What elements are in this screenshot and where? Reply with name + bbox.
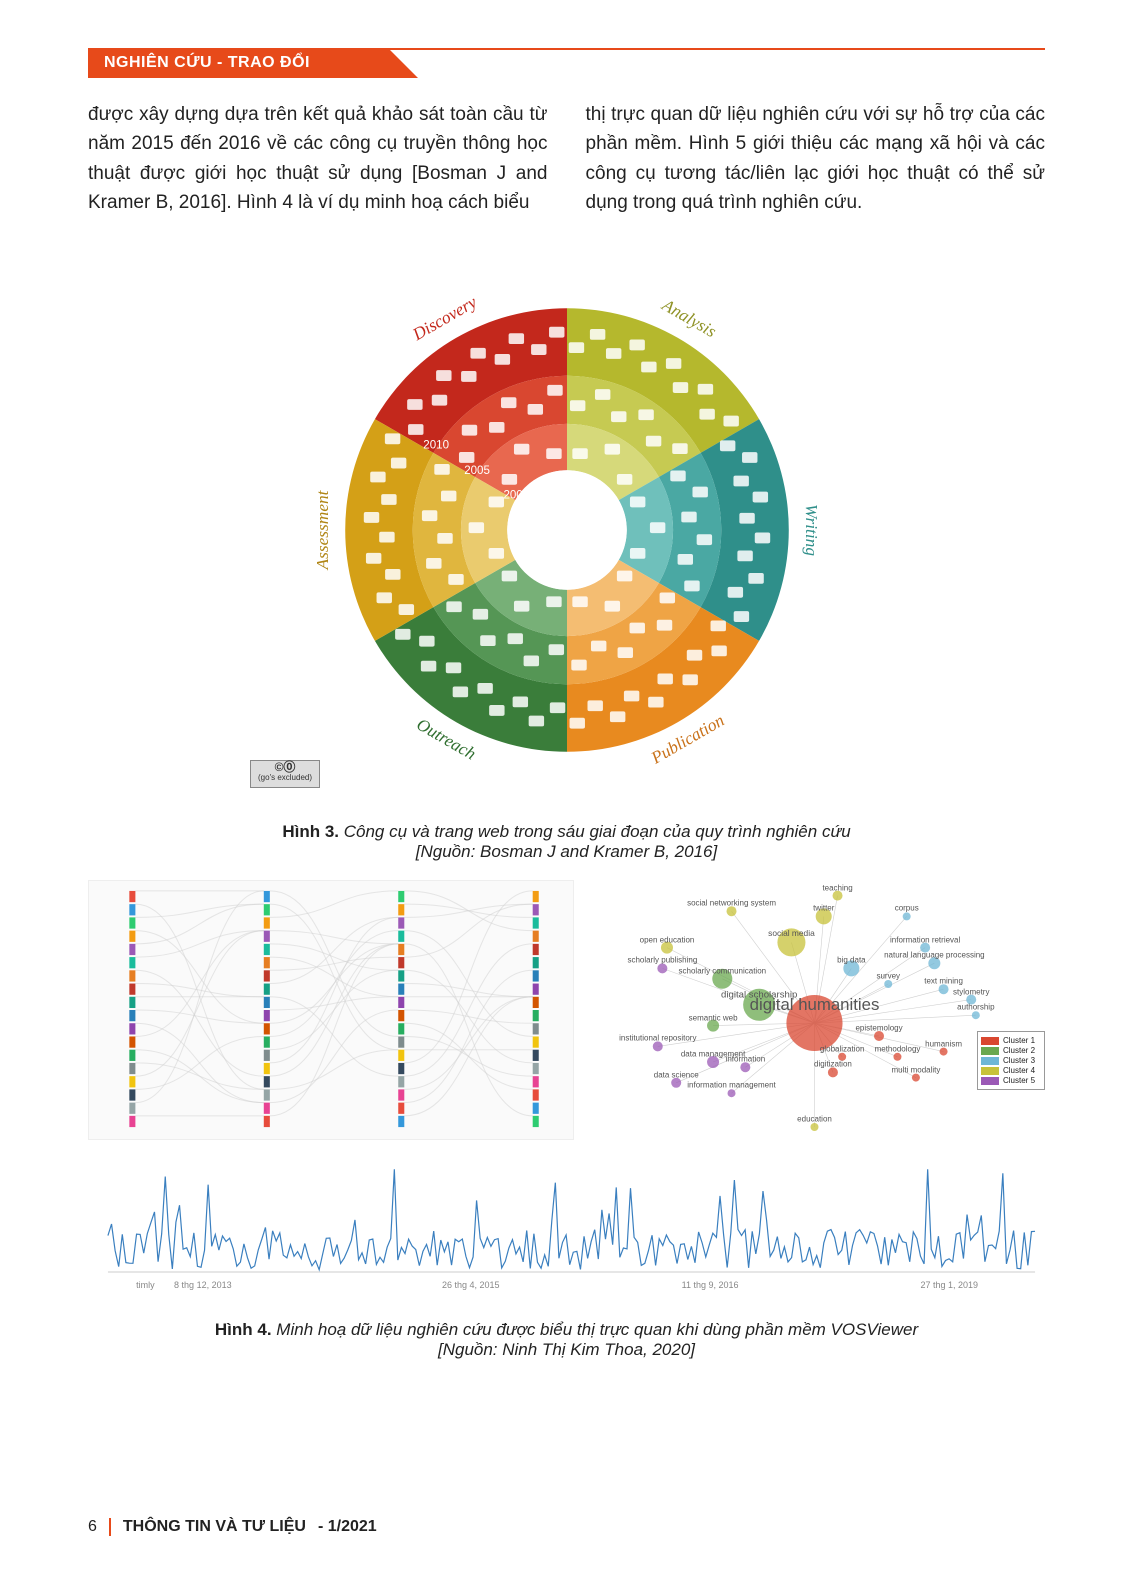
journal-issue: - 1/2021 <box>318 1518 377 1536</box>
network-node-label: globalization <box>820 1044 864 1053</box>
figure-3-source: [Nguồn: Bosman J and Kramer B, 2016] <box>416 842 717 861</box>
svg-text:2010: 2010 <box>423 439 449 451</box>
page-footer: 6 THÔNG TIN VÀ TƯ LIỆU - 1/2021 <box>88 1518 377 1536</box>
research-wheel-chart: DiscoveryAnalysisWritingPublicationOutre… <box>297 260 837 800</box>
network-node-label: twitter <box>813 904 834 913</box>
network-node-label: corpus <box>895 904 919 913</box>
page-number: 6 <box>88 1518 97 1536</box>
network-chart: digital humanitiesdigital scholarshipsoc… <box>584 880 1045 1140</box>
figure-4-source: [Nguồn: Ninh Thị Kim Thoa, 2020] <box>438 1340 695 1359</box>
network-node-label: data science <box>654 1070 699 1079</box>
svg-text:2000: 2000 <box>503 489 529 501</box>
paragraph-left: được xây dựng dựa trên kết quả khảo sát … <box>88 100 548 218</box>
alluvial-chart <box>88 880 574 1140</box>
network-node-label: open education <box>640 935 695 944</box>
svg-text:Writing: Writing <box>802 504 821 556</box>
network-node-label: information <box>726 1055 766 1064</box>
network-node-label: natural language processing <box>884 951 985 960</box>
network-node-label: institutional repository <box>619 1034 696 1043</box>
network-node-label: multi modality <box>891 1065 940 1074</box>
network-node-label: digital scholarship <box>721 989 797 1000</box>
figure-4-caption-text: Minh hoạ dữ liệu nghiên cứu được biểu th… <box>276 1320 918 1339</box>
ts-xtick-4: 27 thg 1, 2019 <box>921 1280 979 1290</box>
network-node-label: social media <box>768 928 815 938</box>
figure-4-label: Hình 4. <box>215 1320 272 1339</box>
network-node-label: teaching <box>822 883 852 892</box>
network-node-label: survey <box>876 971 900 980</box>
network-node-label: epistemology <box>855 1023 902 1032</box>
ts-handle: timly <box>136 1280 155 1290</box>
network-node-label: methodology <box>875 1044 921 1053</box>
figure-3-caption-text: Công cụ và trang web trong sáu giai đoạn… <box>344 822 851 841</box>
cc-badge: ©⓪ (go's excluded) <box>250 760 320 788</box>
footer-divider <box>109 1518 111 1536</box>
network-legend: Cluster 1Cluster 2Cluster 3Cluster 4Clus… <box>977 1031 1045 1090</box>
paragraph-right: thị trực quan dữ liệu nghiên cứu với sự … <box>586 100 1046 218</box>
ts-xtick-3: 11 thg 9, 2016 <box>682 1280 739 1290</box>
network-node-label: scholarly publishing <box>627 956 697 965</box>
network-node-label: semantic web <box>689 1013 738 1022</box>
figure-4-caption: Hình 4. Minh hoạ dữ liệu nghiên cứu được… <box>88 1320 1045 1360</box>
figure-3: DiscoveryAnalysisWritingPublicationOutre… <box>0 260 1133 800</box>
journal-name: THÔNG TIN VÀ TƯ LIỆU <box>123 1518 306 1536</box>
figure-4: digital humanitiesdigital scholarshipsoc… <box>88 880 1045 1290</box>
network-node-label: education <box>797 1114 832 1123</box>
body-columns: được xây dựng dựa trên kết quả khảo sát … <box>88 100 1045 218</box>
ts-xtick-1: 8 thg 12, 2013 <box>174 1280 232 1290</box>
timeseries-chart: timly 8 thg 12, 2013 26 thg 4, 2015 11 t… <box>88 1150 1045 1290</box>
network-node-label: social networking system <box>687 899 776 908</box>
network-node-label: humanism <box>925 1039 962 1048</box>
section-header: NGHIÊN CỨU - TRAO ĐỔI <box>88 48 388 78</box>
figure-3-label: Hình 3. <box>282 822 339 841</box>
svg-text:2005: 2005 <box>464 465 490 477</box>
ts-xtick-2: 26 thg 4, 2015 <box>442 1280 500 1290</box>
network-node-label: digitization <box>814 1060 852 1069</box>
network-node-label: information management <box>687 1081 776 1090</box>
network-node-label: big data <box>837 956 865 965</box>
network-node-label: scholarly communication <box>679 966 767 975</box>
network-node-label: stylometry <box>953 987 989 996</box>
network-node-label: information retrieval <box>890 935 960 944</box>
network-node-label: authorship <box>957 1003 994 1012</box>
figure-3-caption: Hình 3. Công cụ và trang web trong sáu g… <box>88 822 1045 862</box>
network-node-label: text mining <box>924 977 963 986</box>
svg-text:Assessment: Assessment <box>312 489 331 570</box>
cc-badge-text: (go's excluded) <box>251 774 319 783</box>
